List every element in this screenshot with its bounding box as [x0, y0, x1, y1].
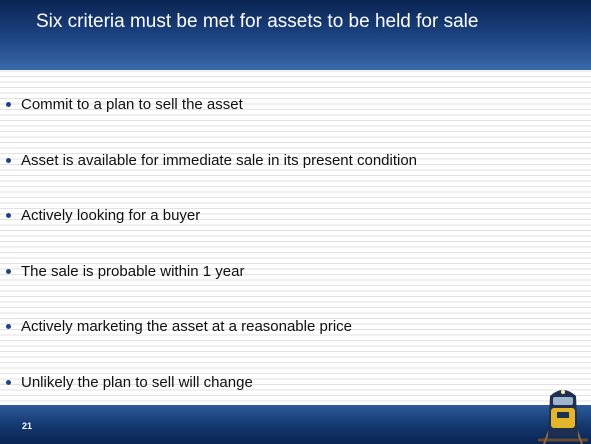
bullet-item: Unlikely the plan to sell will change [0, 372, 591, 394]
bullet-marker [6, 102, 11, 107]
bullet-marker [6, 158, 11, 163]
bullet-item: Actively marketing the asset at a reason… [0, 316, 591, 338]
bullet-text: Asset is available for immediate sale in… [21, 152, 417, 169]
bullet-text: Commit to a plan to sell the asset [21, 96, 243, 113]
train-logo [538, 378, 588, 444]
bullet-marker [6, 269, 11, 274]
bullet-item: Asset is available for immediate sale in… [0, 150, 591, 172]
bullet-item: Actively looking for a buyer [0, 205, 591, 227]
page-number: 21 [22, 421, 32, 431]
slide-title: Six criteria must be met for assets to b… [36, 9, 556, 34]
bullet-text: The sale is probable within 1 year [21, 263, 244, 280]
slide: Six criteria must be met for assets to b… [0, 0, 591, 444]
bullet-marker [6, 380, 11, 385]
bullet-marker [6, 213, 11, 218]
footer-band [0, 405, 591, 444]
bullet-marker [6, 324, 11, 329]
bullet-item: The sale is probable within 1 year [0, 261, 591, 283]
bullet-item: Commit to a plan to sell the asset [0, 94, 591, 116]
header-band: Six criteria must be met for assets to b… [0, 0, 591, 70]
bullet-text: Actively marketing the asset at a reason… [21, 318, 352, 335]
bullet-text: Unlikely the plan to sell will change [21, 374, 253, 391]
bullet-text: Actively looking for a buyer [21, 207, 200, 224]
